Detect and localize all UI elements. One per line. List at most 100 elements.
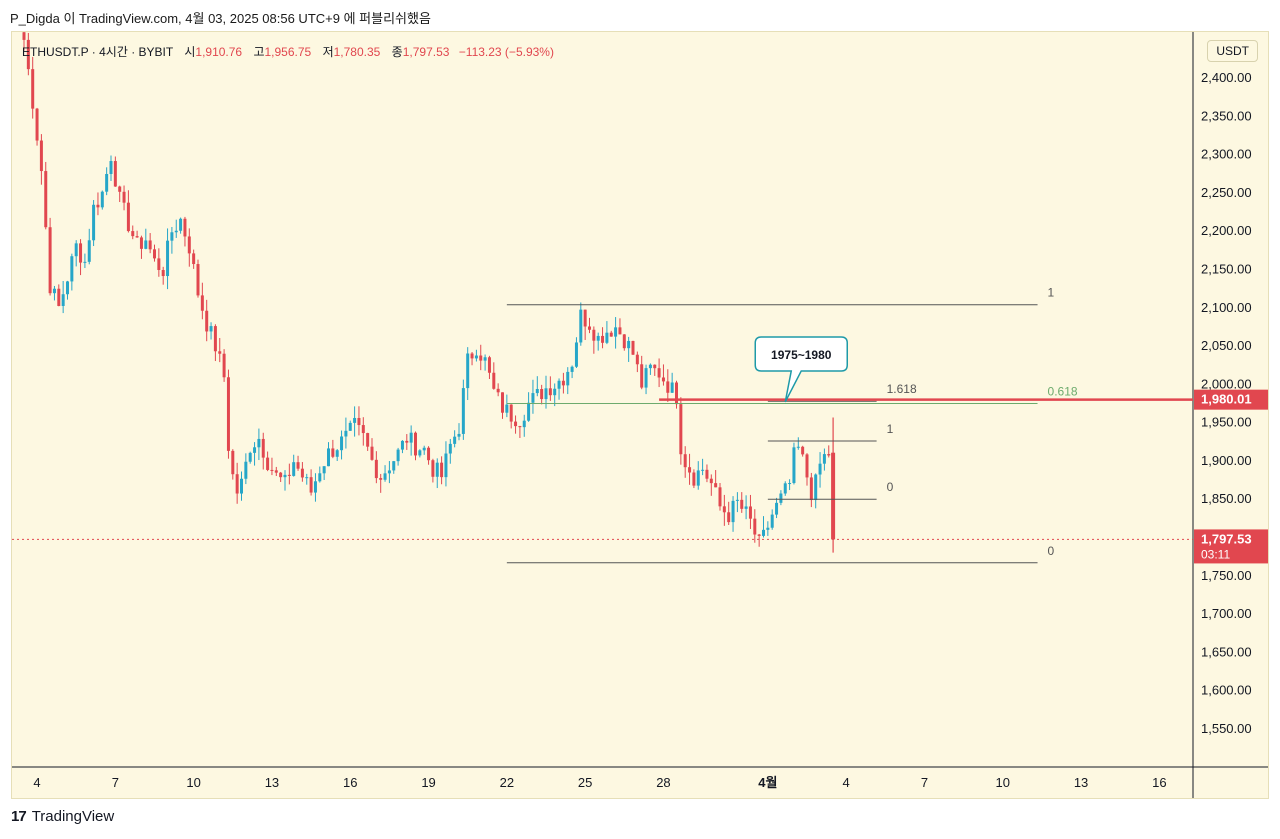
candle-body	[718, 487, 722, 507]
close-value: 1,797.53	[402, 45, 450, 59]
candle-body	[248, 452, 252, 462]
candle-body	[409, 432, 413, 443]
candle-body	[370, 446, 374, 460]
candles-group	[22, 32, 836, 553]
candle-body	[592, 329, 596, 341]
price-label-text: 1,980.01	[1201, 392, 1252, 407]
currency-button[interactable]: USDT	[1207, 40, 1258, 62]
candle-body	[527, 402, 531, 421]
candle-body	[22, 32, 26, 40]
candle-body	[335, 450, 339, 457]
y-tick-label: 2,350.00	[1201, 108, 1252, 123]
symbol-label[interactable]: ETHUSDT.P · 4시간 · BYBIT	[22, 45, 173, 59]
y-tick-label: 1,550.00	[1201, 721, 1252, 736]
candle-body	[257, 438, 261, 448]
candle-body	[748, 506, 752, 519]
x-tick-label: 22	[500, 775, 514, 790]
candle-body	[448, 443, 452, 454]
candle-body	[240, 478, 243, 494]
candle-body	[796, 446, 800, 448]
y-tick-label: 1,850.00	[1201, 491, 1252, 506]
candle-body	[109, 161, 113, 174]
candle-body	[148, 240, 152, 250]
candle-body	[666, 381, 670, 393]
candle-body	[287, 474, 291, 476]
candle-body	[522, 420, 526, 428]
candle-body	[653, 364, 657, 369]
low-value: 1,780.35	[333, 45, 381, 59]
candle-body	[775, 502, 779, 515]
callout-bubble	[754, 336, 848, 403]
candle-body	[514, 421, 518, 427]
candle-body	[253, 447, 257, 453]
candle-body	[166, 240, 170, 277]
x-tick-label: 4	[843, 775, 850, 790]
candle-body	[431, 460, 435, 477]
candlestick-chart[interactable]: 2,400.00 2,350.00 2,300.00 2,250.00 2,200.00…	[12, 32, 1269, 799]
candle-body	[601, 335, 605, 343]
candle-body	[292, 462, 296, 476]
x-tick-label: 7	[112, 775, 119, 790]
candle-body	[205, 310, 209, 332]
candle-body	[509, 404, 513, 422]
candle-body	[766, 527, 770, 530]
x-tick-label: 28	[656, 775, 670, 790]
candle-body	[405, 440, 409, 443]
y-tick-label: 2,000.00	[1201, 376, 1252, 391]
tradingview-brand[interactable]: TradingView	[31, 808, 115, 825]
candle-body	[222, 353, 226, 378]
candle-body	[231, 450, 235, 475]
y-tick-label: 2,250.00	[1201, 185, 1252, 200]
candle-body	[427, 447, 431, 461]
fib-small-level-label: 1.618	[887, 382, 917, 396]
candle-body	[770, 514, 774, 528]
candle-body	[70, 256, 74, 282]
candle-body	[131, 231, 135, 237]
candle-body	[457, 433, 461, 437]
candle-body	[779, 493, 783, 503]
candle-body	[313, 481, 317, 493]
candle-body	[57, 288, 61, 306]
x-tick-label: 10	[186, 775, 200, 790]
candle-body	[327, 448, 330, 467]
symbol-legend: ETHUSDT.P · 4시간 · BYBIT 시1,910.76 고1,956…	[22, 43, 554, 60]
candle-body	[814, 474, 818, 501]
candle-body	[357, 417, 361, 426]
candle-body	[387, 470, 391, 474]
candle-body	[722, 506, 726, 513]
candle-body	[348, 422, 352, 431]
candle-body	[74, 243, 78, 257]
candle-body	[26, 39, 30, 70]
candle-body	[496, 388, 500, 393]
candle-body	[226, 377, 230, 451]
candle-body	[544, 388, 548, 400]
candle-body	[366, 433, 370, 447]
candle-body	[614, 327, 618, 337]
candle-body	[535, 389, 539, 394]
candle-body	[453, 436, 457, 444]
candle-body	[744, 506, 748, 509]
y-tick-label: 2,100.00	[1201, 300, 1252, 315]
low-label: 저	[322, 45, 334, 59]
candle-body	[196, 264, 200, 296]
candle-body	[79, 243, 83, 263]
chart-area[interactable]: 2,400.00 2,350.00 2,300.00 2,250.00 2,200.00…	[11, 31, 1269, 799]
candle-body	[792, 447, 796, 484]
change-value: −113.23 (−5.93%)	[458, 45, 554, 59]
fib-large-level-label: 0	[1048, 544, 1055, 558]
candle-body	[61, 294, 65, 306]
candle-body	[479, 355, 483, 361]
candle-body	[635, 354, 639, 365]
candle-body	[144, 240, 148, 249]
candle-body	[183, 218, 187, 237]
candle-body	[235, 474, 239, 494]
candle-body	[400, 440, 404, 450]
price-label-text: 1,797.53	[1201, 531, 1252, 546]
candle-body	[396, 449, 400, 462]
candle-body	[279, 472, 283, 478]
candle-body	[548, 388, 552, 396]
candle-body	[801, 446, 805, 455]
candle-body	[48, 227, 52, 294]
candle-body	[683, 454, 687, 468]
candle-body	[266, 457, 270, 470]
